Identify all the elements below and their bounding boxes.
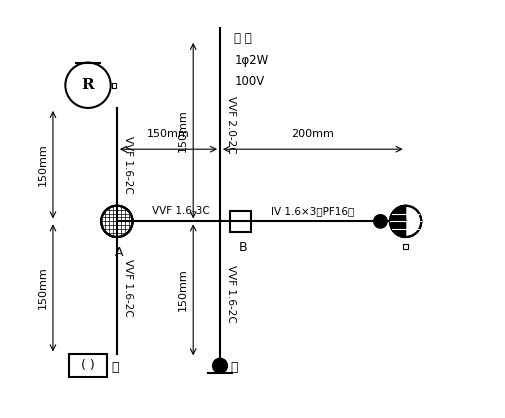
Text: 150mm: 150mm xyxy=(178,109,188,152)
Text: 1φ2W: 1φ2W xyxy=(234,54,268,67)
Text: VVF 1.6-2C: VVF 1.6-2C xyxy=(225,265,235,322)
Text: 200mm: 200mm xyxy=(291,129,334,139)
Text: R: R xyxy=(81,78,94,92)
Bar xyxy=(69,354,107,377)
Circle shape xyxy=(372,214,387,229)
Text: イ: イ xyxy=(230,361,237,374)
Text: 150mm: 150mm xyxy=(38,143,48,186)
Text: 150mm: 150mm xyxy=(147,129,189,139)
Text: 100V: 100V xyxy=(234,75,264,88)
Polygon shape xyxy=(389,206,405,237)
Bar xyxy=(111,83,116,88)
Text: ( ): ( ) xyxy=(81,359,95,372)
Text: 電 源: 電 源 xyxy=(234,32,251,45)
Circle shape xyxy=(389,206,421,237)
Text: 150mm: 150mm xyxy=(38,267,48,309)
Circle shape xyxy=(101,206,132,237)
Text: VVF 1.6-2C: VVF 1.6-2C xyxy=(122,136,132,194)
Bar xyxy=(402,244,407,249)
Circle shape xyxy=(212,358,227,373)
Text: IV 1.6×3（PF16）: IV 1.6×3（PF16） xyxy=(270,206,353,216)
Text: VVF 1.6-3C: VVF 1.6-3C xyxy=(152,206,210,216)
Text: A: A xyxy=(115,246,123,259)
Text: イ: イ xyxy=(111,361,119,374)
Text: B: B xyxy=(238,241,246,254)
Circle shape xyxy=(65,63,111,108)
Text: 150mm: 150mm xyxy=(178,268,188,311)
Text: VVF 2.0-2C: VVF 2.0-2C xyxy=(225,96,235,153)
Text: VVF 1.6-2C: VVF 1.6-2C xyxy=(122,259,132,317)
Bar xyxy=(229,211,251,232)
